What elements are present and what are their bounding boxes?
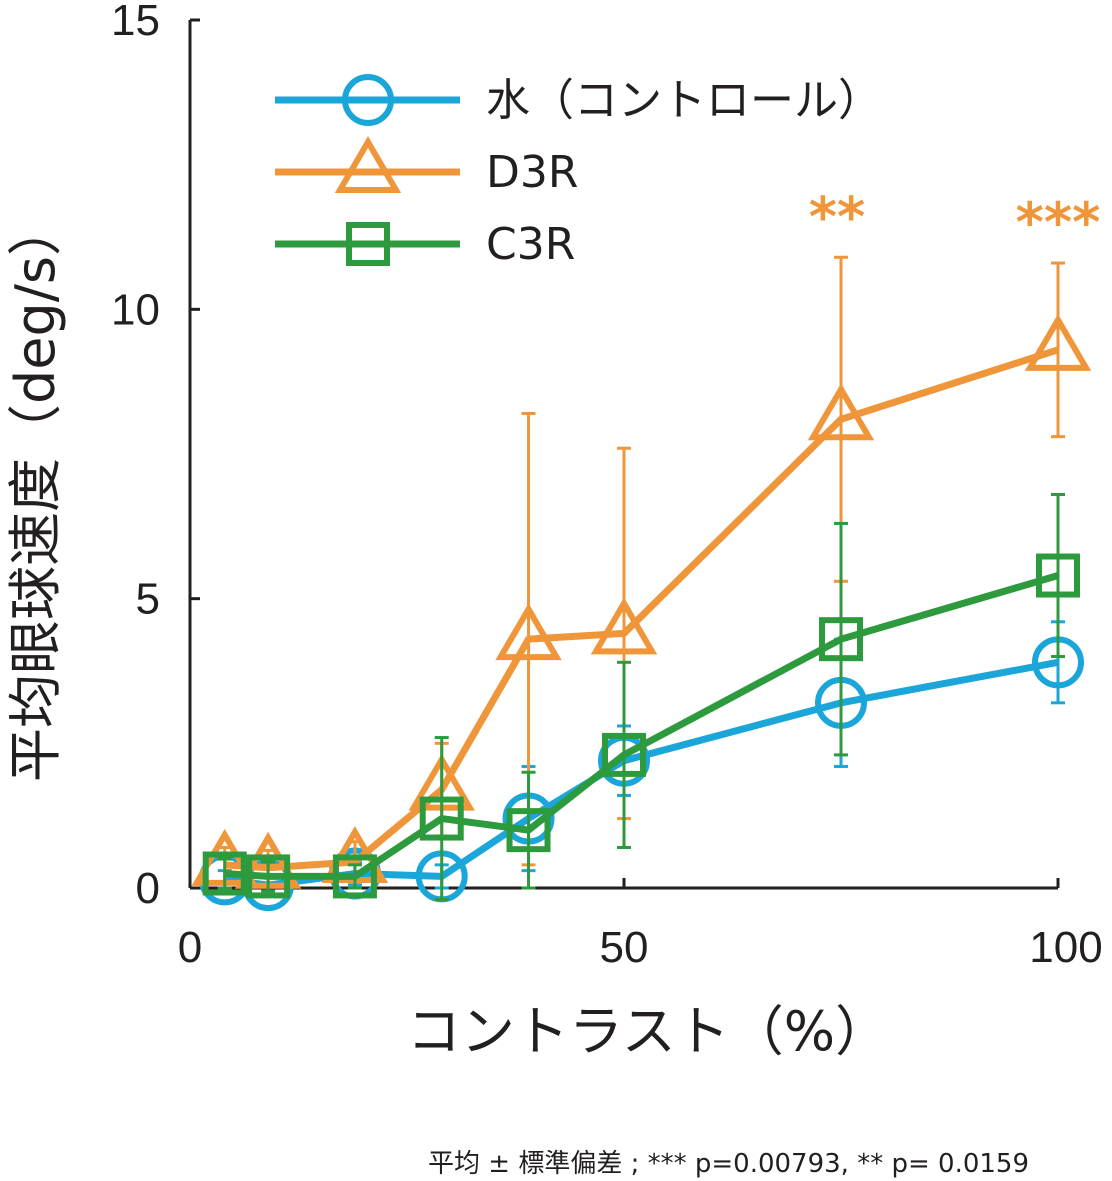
y-tick-label: 10	[111, 285, 160, 334]
legend: 水（コントロール） D3R C3R	[275, 74, 882, 270]
series-c3r	[202, 493, 1080, 902]
data-point-d3r	[807, 383, 875, 441]
legend-marker-d3r	[334, 136, 402, 193]
data-point-c3r	[419, 796, 464, 841]
legend-item-water: 水（コントロール）	[275, 74, 882, 126]
data-point-c3r	[819, 617, 863, 662]
axes: 0 5 10 15 0 50 100 コントラスト（%） 平均眼球速度（deg/s）	[4, 0, 1103, 1063]
data-point-c3r	[332, 854, 377, 899]
y-axis-title: 平均眼球速度（deg/s）	[4, 202, 67, 782]
data-point-c3r	[202, 851, 247, 896]
annotations: ** ***	[809, 185, 1101, 254]
x-tick-label: 0	[178, 923, 202, 972]
data-point-c3r	[506, 808, 551, 853]
data-point-c3r	[1036, 553, 1080, 598]
y-tick-label: 15	[111, 0, 160, 45]
legend-item-d3r: D3R	[275, 136, 578, 198]
footnote: 平均 ± 標準偏差 ; *** p=0.00793, ** p= 0.0159	[428, 1149, 1029, 1179]
series-layer	[191, 255, 1092, 912]
y-tick-label: 0	[136, 864, 160, 913]
data-point-d3r	[495, 603, 562, 661]
data-point-d3r	[1024, 313, 1092, 371]
significance-marker: **	[809, 185, 865, 248]
y-tick-label: 5	[136, 575, 160, 624]
data-point-c3r	[602, 732, 646, 777]
legend-label: 水（コントロール）	[486, 75, 882, 126]
data-point-d3r	[590, 597, 658, 655]
legend-marker-c3r	[346, 222, 390, 266]
data-point-c3r	[246, 854, 291, 899]
series-d3r	[191, 255, 1092, 889]
series-line-c3r	[224, 572, 1059, 880]
legend-label: D3R	[486, 147, 578, 198]
legend-marker-water	[342, 74, 394, 126]
significance-marker: ***	[1016, 191, 1101, 254]
legend-label: C3R	[486, 219, 575, 270]
x-tick-label: 50	[600, 923, 649, 972]
x-axis-title: コントラスト（%）	[407, 1000, 889, 1063]
x-tick-label: 100	[1029, 923, 1102, 972]
legend-item-c3r: C3R	[275, 219, 575, 270]
